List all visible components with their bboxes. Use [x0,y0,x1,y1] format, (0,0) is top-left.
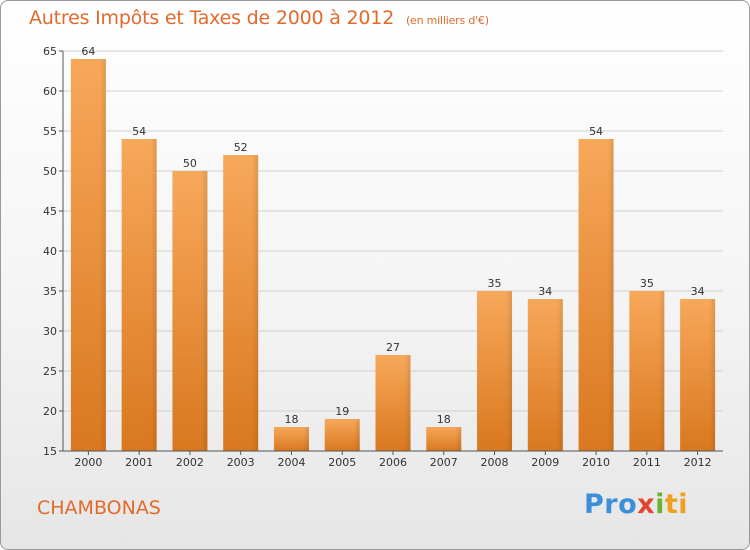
x-tick-label: 2002 [176,456,204,469]
bar-shade [607,139,614,451]
bar-shade [201,171,208,451]
y-tick-label: 50 [43,165,57,178]
y-tick-label: 45 [43,205,57,218]
bar-shade [455,427,462,451]
y-tick-label: 20 [43,405,57,418]
x-tick-label: 2001 [125,456,153,469]
y-tick-label: 40 [43,245,57,258]
bar-value-label: 18 [284,413,298,426]
bar-value-label: 34 [538,285,552,298]
bar-value-label: 64 [81,45,95,58]
y-tick-label: 55 [43,125,57,138]
bar-value-label: 34 [691,285,705,298]
bar-value-label: 19 [335,405,349,418]
bar-shade [506,291,513,451]
bar-value-label: 52 [234,141,248,154]
bar-shade [709,299,716,451]
chart-subtitle: (en milliers d'€) [405,14,489,27]
x-tick-label: 2006 [379,456,407,469]
x-tick-label: 2003 [227,456,255,469]
x-tick-label: 2005 [328,456,356,469]
bar-shade [99,59,106,451]
x-tick-label: 2007 [430,456,458,469]
bar-value-label: 35 [488,277,502,290]
x-tick-label: 2010 [582,456,610,469]
bar-value-label: 18 [437,413,451,426]
bar-shade [556,299,563,451]
x-tick-label: 2009 [531,456,559,469]
bar-shade [252,155,259,451]
bar-value-label: 50 [183,157,197,170]
bar-shade [150,139,157,451]
y-tick-label: 25 [43,365,57,378]
bars: 64 54 50 52 18 19 27 18 35 34 54 35 34 [70,45,716,451]
logo-part: Pro [584,489,638,520]
y-tick-label: 65 [43,45,57,58]
logo-part: ti [664,489,689,520]
bar-value-label: 54 [132,125,146,138]
bar-value-label: 54 [589,125,603,138]
axes: 15 20 25 30 35 40 45 50 55 60 65 2000 2001 2002 2003 20… [43,45,723,469]
bar-shade [658,291,665,451]
commune-name: CHAMBONAS [37,497,161,519]
proxiti-logo: Proxiti [584,489,688,520]
bar-shade [404,355,411,451]
bar-shade [353,419,360,451]
x-tick-label: 2004 [277,456,305,469]
chart-title: Autres Impôts et Taxes de 2000 à 2012 (e… [29,7,489,29]
bar-shade [302,427,309,451]
chart-title-text: Autres Impôts et Taxes de 2000 à 2012 [29,7,395,29]
x-tick-label: 2011 [633,456,661,469]
x-tick-label: 2008 [481,456,509,469]
x-tick-label: 2012 [684,456,712,469]
logo-part: i [655,489,665,520]
x-tick-label: 2000 [74,456,102,469]
y-tick-label: 15 [43,445,57,458]
logo-part: x [637,489,656,520]
y-tick-label: 60 [43,85,57,98]
y-tick-label: 30 [43,325,57,338]
bar-value-label: 27 [386,341,400,354]
bar-value-label: 35 [640,277,654,290]
y-tick-label: 35 [43,285,57,298]
